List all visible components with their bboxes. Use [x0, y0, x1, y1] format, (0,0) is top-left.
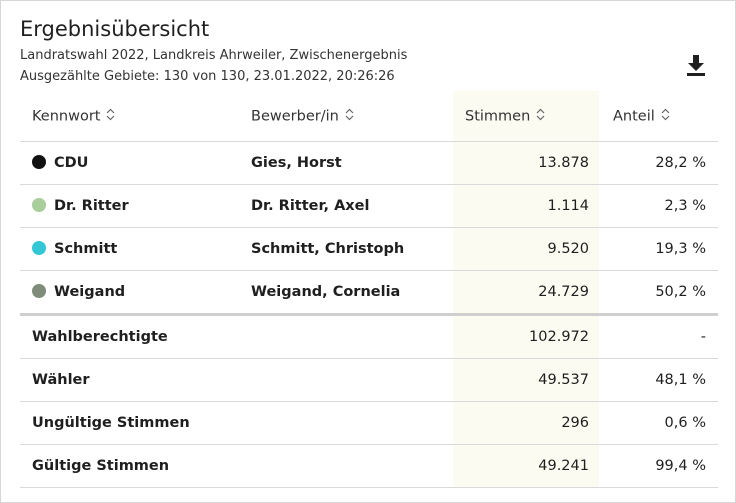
party-color-dot — [32, 241, 46, 255]
kennwort-text: Dr. Ritter — [54, 198, 129, 214]
summary-row: Gültige Stimmen 49.241 99,4 % — [20, 444, 718, 488]
summary-row: Wähler 49.537 48,1 % — [20, 358, 718, 402]
bewerber-cell: Gies, Horst — [239, 141, 453, 185]
anteil-cell: 2,3 % — [599, 184, 718, 228]
column-label: Stimmen — [465, 108, 531, 124]
kennwort-cell: Weigand — [20, 270, 239, 316]
election-subtitle: Landratswahl 2022, Landkreis Ahrweiler, … — [20, 48, 408, 63]
sort-icon — [536, 108, 545, 125]
anteil-cell: 48,1 % — [599, 358, 718, 402]
kennwort-text: Weigand — [54, 284, 126, 300]
column-label: Kennwort — [32, 108, 101, 124]
kennwort-cell: Dr. Ritter — [20, 184, 239, 228]
party-color-dot — [32, 155, 46, 169]
party-color-dot — [32, 198, 46, 212]
party-color-dot — [32, 284, 46, 298]
count-status: Ausgezählte Gebiete: 130 von 130, 23.01.… — [20, 69, 395, 84]
sort-icon — [106, 108, 115, 125]
results-table: Kennwort Bewerber/in Stimmen Anteil CDU … — [20, 91, 718, 488]
anteil-cell: - — [599, 314, 718, 359]
sort-icon — [661, 108, 670, 125]
column-header-kennwort[interactable]: Kennwort — [20, 91, 239, 142]
summary-label: Gültige Stimmen — [20, 444, 453, 488]
table-row: Dr. Ritter Dr. Ritter, Axel 1.114 2,3 % — [20, 184, 718, 228]
summary-row: Ungültige Stimmen 296 0,6 % — [20, 401, 718, 445]
kennwort-cell: CDU — [20, 141, 239, 185]
column-header-bewerber[interactable]: Bewerber/in — [239, 91, 453, 142]
kennwort-cell: Schmitt — [20, 227, 239, 271]
column-header-stimmen[interactable]: Stimmen — [453, 91, 599, 142]
anteil-cell: 99,4 % — [599, 444, 718, 488]
anteil-cell: 19,3 % — [599, 227, 718, 271]
bewerber-cell: Schmitt, Christoph — [239, 227, 453, 271]
column-label: Anteil — [613, 108, 655, 124]
column-label: Bewerber/in — [251, 108, 339, 124]
stimmen-cell: 296 — [453, 401, 599, 445]
download-button[interactable] — [685, 53, 707, 77]
table-row: Schmitt Schmitt, Christoph 9.520 19,3 % — [20, 227, 718, 271]
anteil-cell: 28,2 % — [599, 141, 718, 185]
table-row: CDU Gies, Horst 13.878 28,2 % — [20, 141, 718, 185]
stimmen-cell: 102.972 — [453, 314, 599, 359]
summary-row: Wahlberechtigte 102.972 - — [20, 314, 718, 359]
stimmen-cell: 49.241 — [453, 444, 599, 488]
kennwort-text: CDU — [54, 155, 89, 171]
table-row: Weigand Weigand, Cornelia 24.729 50,2 % — [20, 270, 718, 316]
stimmen-cell: 24.729 — [453, 270, 599, 316]
bewerber-cell: Dr. Ritter, Axel — [239, 184, 453, 228]
results-header: Ergebnisübersicht Landratswahl 2022, Lan… — [20, 15, 716, 87]
download-icon — [687, 55, 705, 76]
stimmen-cell: 1.114 — [453, 184, 599, 228]
stimmen-cell: 13.878 — [453, 141, 599, 185]
bewerber-cell: Weigand, Cornelia — [239, 270, 453, 316]
summary-label: Wahlberechtigte — [20, 314, 453, 359]
summary-label: Ungültige Stimmen — [20, 401, 453, 445]
stimmen-cell: 49.537 — [453, 358, 599, 402]
column-header-anteil[interactable]: Anteil — [599, 91, 718, 142]
anteil-cell: 50,2 % — [599, 270, 718, 316]
summary-label: Wähler — [20, 358, 453, 402]
sort-icon — [345, 108, 354, 125]
table-header-row: Kennwort Bewerber/in Stimmen Anteil — [20, 91, 718, 142]
page-title: Ergebnisübersicht — [20, 17, 210, 41]
kennwort-text: Schmitt — [54, 241, 118, 257]
anteil-cell: 0,6 % — [599, 401, 718, 445]
stimmen-cell: 9.520 — [453, 227, 599, 271]
